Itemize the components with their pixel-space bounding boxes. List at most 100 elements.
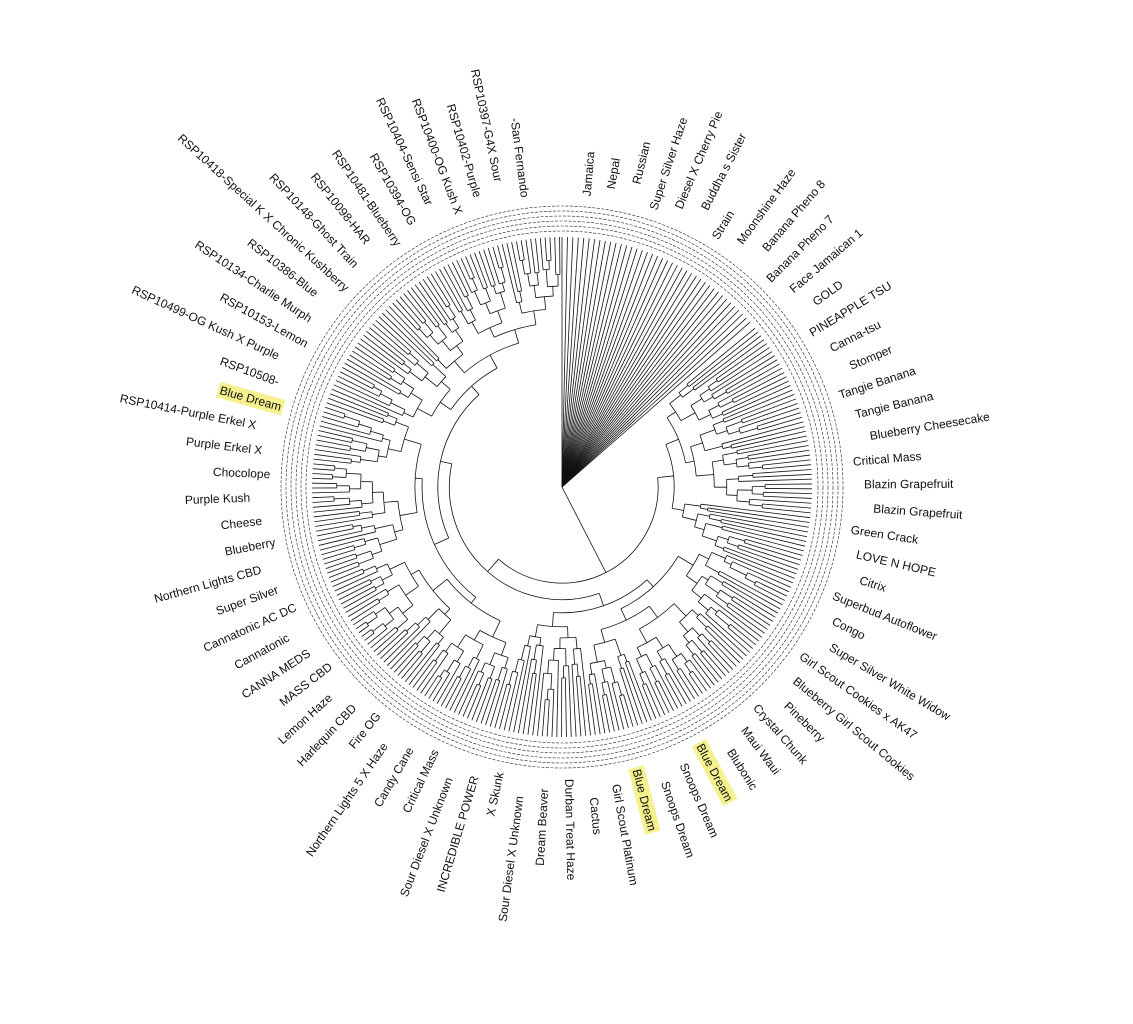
branch [719,570,783,606]
branch-arc [506,683,511,686]
branch-arc [369,579,372,584]
branch [342,367,375,386]
branch [312,473,333,476]
branch [369,327,416,366]
branch [547,659,550,674]
branch [669,394,681,404]
branch [483,249,496,286]
branch [573,648,575,665]
branch [333,384,403,416]
branch [508,660,525,732]
branch [399,392,409,398]
leaf-label: Purple Erkel X [185,434,263,457]
branch [497,245,504,268]
branch [439,669,445,677]
branch [497,310,503,323]
branch [383,500,399,503]
branch [337,375,380,397]
branch [437,325,447,338]
branch-arc [499,281,506,285]
branch [727,627,754,649]
branch [434,537,449,545]
branch [737,465,749,468]
branch [454,360,465,374]
branch [765,483,812,485]
branch [318,531,376,546]
branch [349,500,362,502]
branch [336,579,370,596]
branch [720,400,734,408]
branch [406,622,416,632]
branch [654,665,679,709]
branch [492,620,501,638]
leaf-label: Jamaica [580,151,598,197]
branch [688,331,759,387]
branch [405,585,419,596]
branch [740,427,758,434]
branch-arc [529,635,541,639]
branch-arc [358,511,361,516]
branch [345,588,387,613]
branch [684,663,692,673]
spoke [561,273,693,488]
branch [390,377,402,385]
branch [492,246,500,269]
branch [682,516,697,521]
branch-arc [478,670,484,674]
branch-arc [714,609,720,615]
branch [443,266,468,312]
branch-arc [446,353,464,369]
branch [457,634,467,648]
branch [701,633,711,643]
leaf-label: Russian [629,140,653,185]
branch [514,329,520,344]
branch [372,512,386,515]
branch [692,670,707,692]
branch [312,503,350,508]
branch [460,258,471,280]
branch [698,414,711,421]
branch [699,388,710,396]
branch [376,563,388,570]
branch [700,507,708,510]
branch [691,609,699,616]
branch [312,477,333,480]
branch [723,385,791,416]
branch [763,491,812,495]
branch [579,676,587,736]
branch [532,645,544,736]
branch [666,411,676,418]
branch [537,673,545,736]
branch [315,524,353,532]
branch [375,583,385,589]
branch-arc [705,552,713,566]
spoke [561,240,606,488]
branch-arc [422,320,427,324]
branch [410,392,423,401]
branch [691,590,702,599]
branch [437,359,447,369]
branch-arc [725,390,728,394]
branch-arc [737,544,740,549]
branch [363,565,376,572]
branch [354,346,394,373]
branch [332,572,365,587]
branch [715,343,767,380]
branch [658,680,674,711]
spoke [561,262,673,488]
branch-arc [740,419,743,424]
branch [497,667,503,681]
branch [494,683,508,728]
branch [410,569,420,575]
branch [324,553,356,565]
branch [761,507,811,514]
branch [390,402,406,411]
branch [378,316,432,367]
branch [539,237,544,270]
branch [399,296,424,324]
branch [506,243,519,292]
branch [487,248,500,284]
branch [355,621,367,630]
spoke [561,302,732,488]
branch-arc [377,537,383,552]
